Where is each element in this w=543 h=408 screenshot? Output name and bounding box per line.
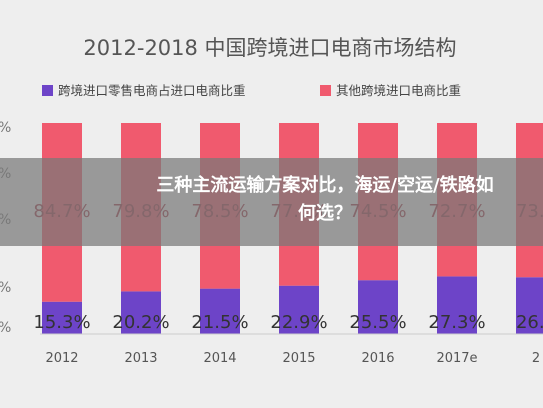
bar-group [42,123,543,334]
x-tick-label-2016: 2016 [361,351,394,366]
chart-title: 2012-2018 中国跨境进口电商市场结构 [83,36,456,60]
legend-label-retail: 跨境进口零售电商占进口电商比重 [58,83,246,98]
y-axis-fragment: % [0,120,11,136]
x-tick-label-2014: 2014 [203,351,236,366]
legend-swatch-other [320,85,331,96]
bar-retail-2018e [516,277,543,334]
value-label-retail-2014: 21.5% [191,312,248,333]
x-tick-label-2012: 2012 [45,351,78,366]
x-tick-label-2017e: 2017e [436,351,477,366]
headline-overlay[interactable]: 三种主流运输方案对比，海运/空运/铁路如何选？ [0,158,543,246]
value-label-retail-2018e: 26.9 [516,312,543,333]
value-label-retail-2012: 15.3% [33,312,90,333]
x-axis-tick-labels: 2012 2013 2014 2015 2016 2017e 2 [45,351,540,366]
bar-retail-2016 [358,280,398,334]
bar-retail-2012 [42,301,82,334]
value-label-retail-2017e: 27.3% [428,312,485,333]
x-tick-label-2015: 2015 [282,351,315,366]
value-label-retail-2016: 25.5% [349,312,406,333]
x-tick-label-2013: 2013 [124,351,157,366]
value-label-retail-2015: 22.9% [270,312,327,333]
legend-label-other: 其他跨境进口电商比重 [336,83,461,98]
y-axis-fragment: % [0,280,11,296]
bar-retail-2014 [200,288,240,334]
bar-retail-2013 [121,291,161,334]
bar-retail-2017e [437,276,477,334]
headline-text: 三种主流运输方案对比，海运/空运/铁路如何选？ [156,175,494,224]
y-axis-fragment: % [0,320,11,336]
value-label-retail-2013: 20.2% [112,312,169,333]
bar-retail-2015 [279,285,319,334]
x-tick-label-2018e: 2 [532,351,540,366]
legend-swatch-retail [42,85,53,96]
